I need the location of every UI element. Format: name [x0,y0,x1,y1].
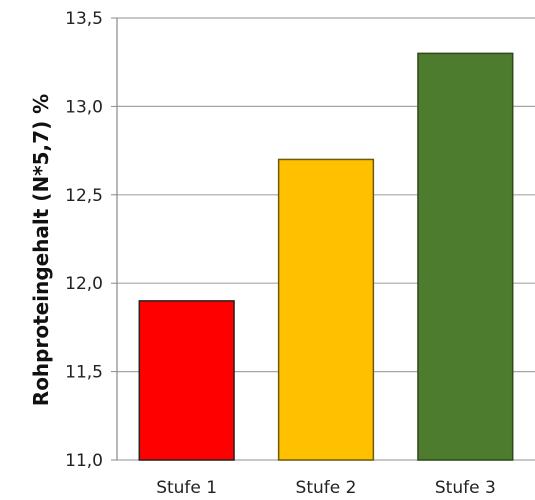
y-tick-label: 11,0 [65,451,103,471]
y-axis-title: Rohproteingehalt (N*5,7) % [29,94,53,406]
y-tick-labels: 11,0 11,5 12,0 12,5 13,0 13,5 [65,9,103,471]
x-category-label: Stufe 1 [156,478,217,498]
x-category-label: Stufe 2 [296,478,357,498]
bars [138,52,514,461]
y-tick-label: 13,0 [65,97,103,117]
x-category-labels: Stufe 1 Stufe 2 Stufe 3 [156,478,496,498]
y-tick-label: 13,5 [65,9,103,29]
bar-stufe-2 [277,158,375,461]
y-tick-label: 12,0 [65,274,103,294]
axes [111,17,118,461]
x-category-label: Stufe 3 [435,478,496,498]
bar-stufe-3 [417,52,514,461]
bar-stufe-1 [138,300,235,461]
y-tick-label: 12,5 [65,186,103,206]
y-tick-label: 11,5 [65,363,103,383]
